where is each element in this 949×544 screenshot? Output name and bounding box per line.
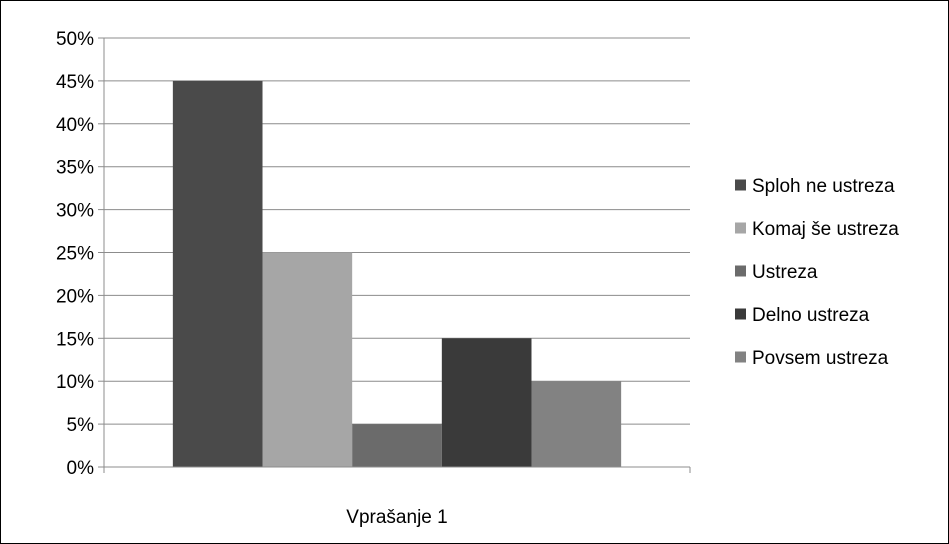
bar-ustreza: [352, 424, 442, 467]
legend-label: Ustreza: [752, 262, 818, 283]
y-tick-labels: 0% 5% 10% 15% 20% 25% 30% 35% 40% 45% 50%: [56, 29, 94, 479]
legend-swatch: [735, 351, 746, 363]
bars: [172, 80, 622, 468]
legend-label: Sploh ne ustreza: [752, 176, 895, 197]
y-tick-label: 0%: [67, 458, 95, 479]
y-tick-label: 5%: [67, 415, 95, 436]
legend-swatch: [735, 265, 746, 277]
bar-povsem-ustreza: [531, 381, 622, 467]
legend-swatch: [735, 308, 746, 320]
y-tick-label: 20%: [56, 286, 94, 307]
legend-swatch: [735, 179, 746, 191]
axes: [103, 38, 691, 473]
x-category-labels: Vprašanje 1: [346, 507, 447, 528]
legend-label: Komaj še ustreza: [752, 219, 899, 240]
legend-swatch: [735, 222, 746, 234]
y-tick-label: 10%: [56, 372, 94, 393]
y-tick-label: 50%: [56, 29, 94, 50]
y-tick-label: 45%: [56, 72, 94, 93]
bar-komaj-e-ustreza: [262, 252, 353, 467]
legend: Sploh ne ustreza Komaj še ustreza Ustreza D…: [735, 176, 899, 369]
legend-label: Delno ustreza: [752, 305, 870, 326]
y-tick-label: 35%: [56, 158, 94, 179]
legend-label: Povsem ustreza: [752, 348, 889, 369]
y-tick-label: 15%: [56, 329, 94, 350]
bar-sploh-ne-ustreza: [172, 80, 263, 468]
y-tick-label: 25%: [56, 244, 94, 265]
x-category-label: Vprašanje 1: [346, 507, 447, 528]
y-tick-label: 40%: [56, 115, 94, 136]
bar-delno-ustreza: [441, 338, 532, 467]
y-tick-label: 30%: [56, 201, 94, 222]
